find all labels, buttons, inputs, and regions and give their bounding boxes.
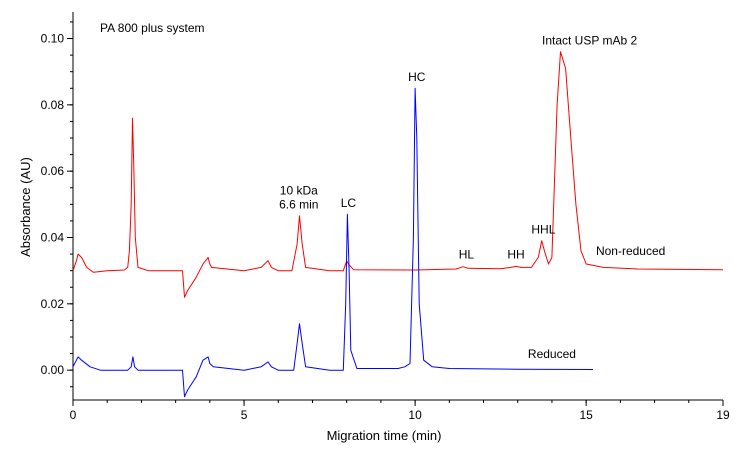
y-tick-label: 0.10 (41, 32, 65, 46)
x-tick-label: 15 (579, 408, 593, 422)
annotation-hl: HL (459, 247, 475, 261)
annotation-nonreduced: Non-reduced (596, 244, 665, 258)
annotation-intact: Intact USP mAb 2 (542, 33, 637, 47)
y-tick-label: 0.06 (41, 164, 65, 178)
series-line-reduced (72, 87, 594, 398)
y-tick-label: 0.00 (41, 363, 65, 377)
series-line-non-reduced (72, 51, 724, 298)
annotation-kda: 10 kDa 6.6 min (279, 184, 318, 212)
annotation-reduced: Reduced (528, 347, 576, 361)
x-axis-label: Migration time (min) (327, 428, 442, 443)
y-axis-label: Absorbance (AU) (18, 157, 33, 257)
annotation-lc: LC (341, 196, 357, 210)
x-tick-label: 5 (241, 408, 248, 422)
x-tick-label: 0 (70, 408, 77, 422)
annotation-hc: HC (408, 70, 426, 84)
annotation-hh: HH (507, 247, 524, 261)
plot-area: 0 5 10 15 19 0.00 0.02 0.04 0.06 0.08 0.10 10 kDa 6.… (41, 12, 730, 422)
x-tick-label: 19 (716, 408, 730, 422)
y-tick-label: 0.02 (41, 297, 65, 311)
x-tick-label: 10 (408, 408, 422, 422)
instrument-label: PA 800 plus system (100, 21, 205, 35)
y-tick-label: 0.08 (41, 98, 65, 112)
y-tick-label: 0.04 (41, 231, 65, 245)
annotation-hhl: HHL (531, 223, 555, 237)
